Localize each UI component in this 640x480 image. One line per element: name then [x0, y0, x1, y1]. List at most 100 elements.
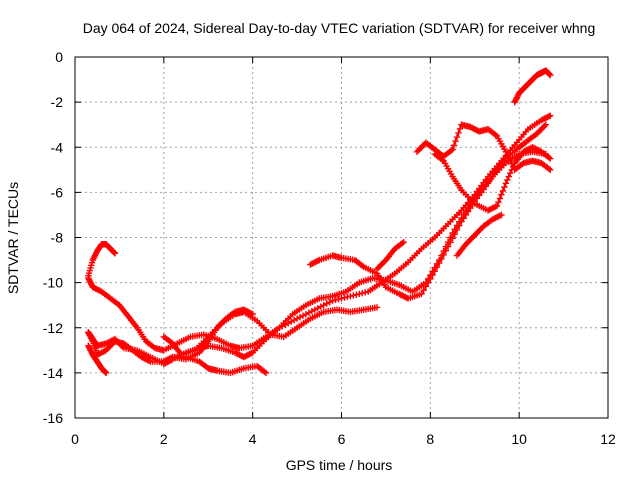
- data-point: [302, 311, 310, 318]
- data-point: [326, 298, 333, 306]
- data-point: [547, 155, 554, 162]
- data-point: [102, 368, 109, 376]
- series-track-5: [85, 342, 110, 377]
- data-point: [508, 166, 515, 174]
- data-point: [429, 271, 436, 279]
- data-point: [498, 191, 505, 198]
- data-point: [507, 169, 514, 177]
- x-axis-label: GPS time / hours: [286, 457, 393, 473]
- data-point: [501, 183, 508, 191]
- data-point: [431, 268, 438, 275]
- data-point: [422, 283, 430, 290]
- data-point: [442, 247, 450, 254]
- data-point: [290, 317, 298, 324]
- y-tick-label: -2: [51, 94, 64, 110]
- data-point: [547, 71, 554, 79]
- y-tick-label: -8: [51, 230, 64, 246]
- data-point: [449, 235, 456, 242]
- y-tick-label: -4: [51, 139, 64, 155]
- data-point: [546, 71, 553, 78]
- x-tick-label: 0: [71, 431, 79, 447]
- data-point: [510, 163, 517, 170]
- data-point: [305, 309, 313, 316]
- x-tick-label: 4: [249, 431, 257, 447]
- data-point: [547, 166, 554, 174]
- x-tick-label: 2: [160, 431, 168, 447]
- series-track-4: [85, 241, 119, 280]
- data-point: [293, 315, 301, 322]
- series-track-12: [453, 211, 505, 259]
- data-point: [502, 180, 510, 187]
- data-point: [111, 249, 118, 256]
- data-point: [287, 318, 295, 325]
- data-point: [347, 292, 354, 300]
- data-point: [427, 275, 434, 283]
- data-point: [547, 112, 554, 119]
- data-point: [505, 173, 513, 180]
- series-track-10: [413, 121, 554, 174]
- series-track-2: [85, 112, 554, 368]
- y-tick-label: -14: [43, 365, 63, 381]
- data-point: [447, 239, 454, 246]
- data-point: [498, 211, 505, 219]
- data-point: [102, 369, 110, 377]
- y-axis-label: SDTVAR / TECUs: [5, 182, 21, 294]
- series-track-7: [169, 306, 256, 363]
- data-point: [456, 125, 464, 133]
- x-tick-label: 10: [511, 431, 527, 447]
- data-point: [453, 226, 461, 234]
- data-point: [373, 304, 381, 311]
- y-tick-label: -10: [43, 275, 63, 291]
- data-point: [460, 215, 467, 222]
- data-point: [308, 308, 316, 315]
- data-point: [433, 264, 441, 271]
- data-point: [356, 290, 363, 298]
- data-point: [464, 208, 472, 215]
- data-point: [420, 286, 427, 294]
- data-point: [493, 202, 501, 210]
- data-point: [262, 369, 270, 377]
- data-point: [359, 289, 366, 297]
- data-point: [462, 211, 470, 219]
- series-track-11: [431, 144, 554, 214]
- data-point: [452, 138, 459, 145]
- data-point: [418, 290, 425, 298]
- data-point: [296, 314, 304, 321]
- data-point: [317, 303, 324, 310]
- axis-ticks: 0 2 4 6 8 10 12 0 -2 -4 -6 -8 -10 -12 -14 -16: [43, 49, 616, 447]
- data-point: [361, 289, 369, 296]
- data-point: [450, 142, 458, 149]
- series-track-13: [511, 67, 554, 106]
- data-point: [353, 291, 360, 298]
- data-point: [311, 306, 319, 313]
- data-point: [350, 292, 357, 299]
- x-tick-label: 8: [426, 431, 434, 447]
- data-point: [504, 176, 511, 184]
- y-tick-label: -16: [43, 410, 63, 426]
- data-series: [85, 67, 554, 377]
- data-point: [458, 218, 465, 225]
- series-track-3: [85, 148, 550, 354]
- data-point: [314, 304, 322, 312]
- data-point: [249, 311, 256, 318]
- y-tick-label: -12: [43, 320, 63, 336]
- data-point: [453, 133, 461, 141]
- data-point: [111, 250, 119, 257]
- data-point: [467, 204, 474, 212]
- data-point: [456, 222, 463, 230]
- data-point: [495, 198, 502, 206]
- series-track-9: [373, 238, 407, 273]
- data-point: [341, 294, 348, 301]
- x-tick-label: 12: [600, 431, 616, 447]
- y-tick-label: -6: [51, 184, 64, 200]
- data-point: [451, 230, 458, 238]
- data-point: [438, 255, 445, 263]
- x-tick-label: 6: [338, 431, 346, 447]
- y-tick-label: 0: [55, 49, 63, 65]
- data-point: [424, 279, 432, 286]
- data-point: [542, 121, 550, 128]
- chart-title: Day 064 of 2024, Sidereal Day-to-day VTE…: [83, 20, 596, 36]
- data-point: [499, 187, 507, 195]
